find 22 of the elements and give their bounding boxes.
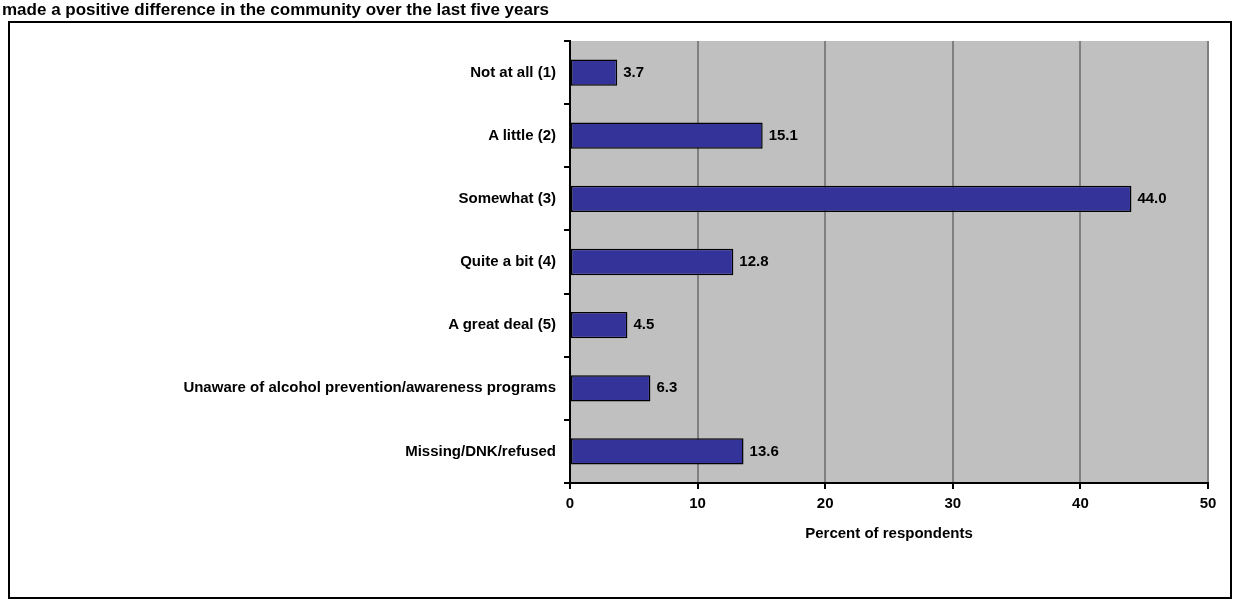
y-tick-label: Quite a bit (4) (460, 252, 556, 270)
x-tick-label: 20 (816, 494, 834, 512)
data-label: 3.7 (623, 62, 645, 80)
y-tick-label: A little (2) (488, 125, 556, 143)
data-label: 15.1 (768, 125, 798, 143)
data-label: 12.8 (739, 252, 769, 270)
x-axis-title: Percent of respondents (805, 524, 973, 542)
y-tick-label: Somewhat (3) (458, 189, 556, 206)
y-tick-label: A great deal (5) (448, 315, 556, 333)
y-tick-label: Unaware of alcohol prevention/awareness programs (183, 378, 556, 396)
x-tick-label: 30 (944, 494, 962, 512)
x-tick-label: 50 (1199, 494, 1217, 512)
x-tick-label: 40 (1072, 494, 1089, 512)
data-label: 13.6 (749, 441, 779, 459)
x-tick-label: 10 (689, 494, 706, 512)
x-tick-label: 0 (565, 494, 575, 512)
data-label: 44.0 (1137, 189, 1167, 206)
y-tick-label: Missing/DNK/refused (405, 441, 556, 459)
y-tick-label: Not at all (1) (470, 62, 556, 80)
data-label: 6.3 (656, 378, 678, 396)
data-label: 4.5 (633, 315, 655, 333)
text: made a positive difference in the community over the last five years (2, 0, 550, 20)
